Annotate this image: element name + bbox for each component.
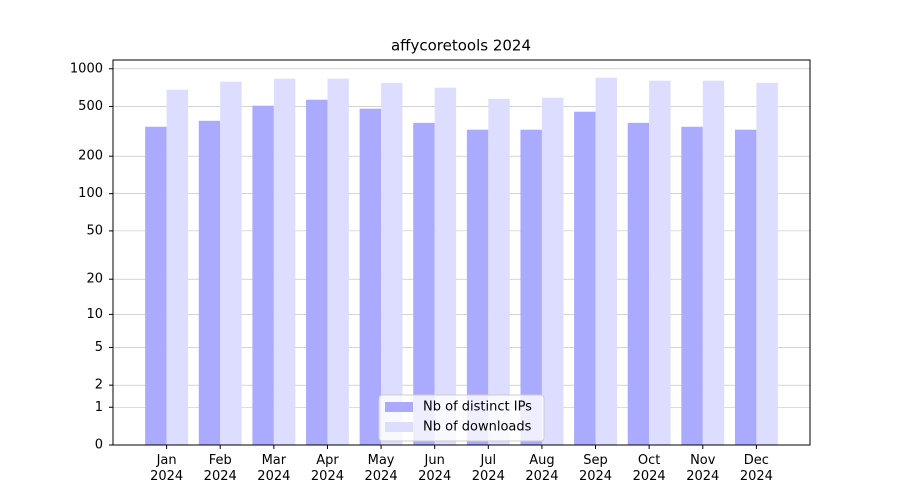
bar — [541, 97, 564, 445]
bar — [306, 99, 328, 446]
x-tick-label: Dec 2024 — [739, 453, 773, 484]
legend-swatch — [385, 402, 413, 412]
x-tick-label: Jan 2024 — [150, 453, 184, 484]
bar — [220, 81, 242, 445]
bar — [702, 80, 725, 445]
y-tick-label: 10 — [86, 307, 103, 322]
bar — [413, 122, 435, 446]
y-tick-label: 500 — [78, 99, 103, 114]
x-tick-label: May 2024 — [364, 453, 398, 484]
x-tick-label: Oct 2024 — [632, 453, 666, 484]
y-tick-label: 200 — [78, 149, 103, 164]
x-tick-label: Sep 2024 — [578, 453, 613, 484]
x-tick-label: Jun 2024 — [418, 453, 452, 484]
x-tick-label: Mar 2024 — [257, 453, 291, 484]
x-tick-label: Apr 2024 — [310, 453, 344, 484]
legend-box — [378, 394, 545, 442]
bar — [359, 108, 382, 445]
y-tick-label: 20 — [86, 272, 103, 287]
x-tick-label: Jul 2024 — [471, 453, 505, 484]
bar — [734, 129, 757, 445]
x-tick-label: Aug 2024 — [525, 453, 559, 484]
plot-frame — [112, 59, 811, 446]
legend-label: Nb of distinct IPs — [423, 400, 532, 415]
legend-label: Nb of downloads — [423, 420, 532, 435]
legend: Nb of distinct IPs Nb of downloads — [378, 394, 545, 442]
bar — [166, 89, 189, 445]
bar — [520, 129, 542, 445]
bar — [145, 126, 167, 445]
bar — [466, 129, 489, 445]
bar — [574, 111, 596, 445]
y-tick-label: 100 — [78, 186, 103, 201]
bar — [434, 87, 457, 446]
bar — [327, 78, 349, 445]
bar — [627, 122, 650, 446]
y-tick-label: 50 — [86, 223, 103, 238]
bar — [252, 105, 274, 445]
bar — [198, 120, 221, 445]
bar — [273, 78, 296, 445]
x-tick-label: Nov 2024 — [686, 453, 720, 484]
bar — [756, 82, 778, 446]
bar — [595, 77, 617, 445]
bar — [381, 82, 403, 446]
y-tick-label: 2 — [95, 378, 103, 393]
chart-title: affycoretools 2024 — [391, 37, 531, 55]
legend-swatch — [385, 422, 413, 432]
x-tick-label: Feb 2024 — [203, 453, 237, 484]
bar — [488, 98, 510, 445]
y-tick-label: 0 — [95, 438, 103, 453]
bars — [145, 77, 778, 446]
y-tick-label: 5 — [95, 340, 103, 355]
y-tick-label: 1 — [95, 400, 103, 415]
bar — [649, 80, 671, 445]
bar — [681, 126, 703, 445]
y-tick-label: 1000 — [70, 61, 103, 76]
